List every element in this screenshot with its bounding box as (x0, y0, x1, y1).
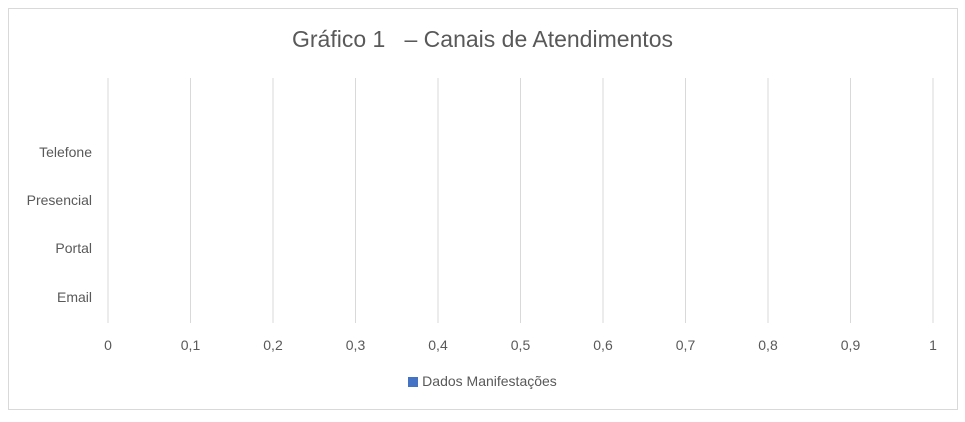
x-tick-label: 0,1 (181, 337, 201, 353)
chart-title: Gráfico 1 – Canais de Atendimentos (292, 26, 673, 52)
x-tick-label: 0,5 (511, 337, 531, 353)
category-label: Portal (55, 240, 92, 256)
x-tick-labels: 0 0,1 0,2 0,3 0,4 0,5 0,6 0,7 0,8 0,9 1 (104, 337, 937, 353)
legend: Dados Manifestações (0, 373, 965, 389)
x-tick-label: 0,3 (346, 337, 366, 353)
chart-area (8, 8, 958, 410)
legend-swatch (408, 377, 419, 387)
x-tick-label: 0,6 (593, 337, 613, 353)
x-tick-label: 1 (929, 337, 937, 353)
category-labels: Telefone Presencial Portal Email (27, 144, 93, 305)
x-tick-label: 0,8 (758, 337, 778, 353)
x-tick-label: 0 (104, 337, 112, 353)
category-label: Telefone (39, 144, 92, 160)
gridlines (107, 78, 934, 323)
legend-label: Dados Manifestações (422, 373, 557, 389)
category-label: Email (57, 289, 92, 305)
x-tick-label: 0,7 (676, 337, 696, 353)
x-tick-label: 0,2 (263, 337, 283, 353)
x-tick-label: 0,9 (841, 337, 861, 353)
x-tick-label: 0,4 (428, 337, 448, 353)
category-label: Presencial (27, 192, 92, 208)
